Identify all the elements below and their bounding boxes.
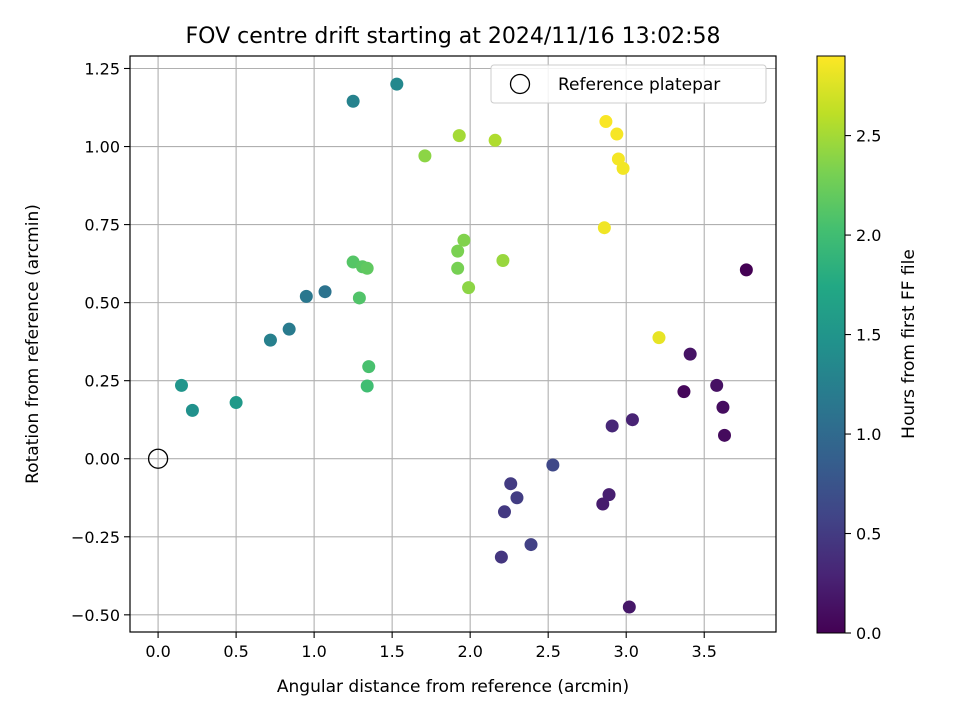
data-point: [546, 458, 560, 472]
data-point: [452, 129, 466, 143]
x-tick-label: 1.5: [379, 642, 404, 661]
data-point: [497, 505, 511, 519]
data-point: [185, 403, 199, 417]
data-point: [457, 233, 471, 247]
data-point: [718, 428, 732, 442]
colorbar-label: Hours from first FF file: [899, 249, 919, 439]
data-point: [496, 253, 510, 267]
colorbar-ticks: 0.0 0.5 1.0 1.5 2.0 2.5: [845, 127, 881, 643]
data-point: [622, 600, 636, 614]
data-point: [710, 378, 724, 392]
x-tick-label: 2.0: [457, 642, 482, 661]
data-point: [451, 244, 465, 258]
y-tick-label: 0.75: [84, 216, 120, 235]
x-tick-label: 2.5: [535, 642, 560, 661]
legend-box: [490, 64, 767, 104]
data-point: [524, 538, 538, 552]
data-point: [510, 491, 524, 505]
data-point: [360, 261, 374, 275]
data-point: [596, 497, 610, 511]
data-point: [229, 396, 243, 410]
legend-label-reference-platepar: Reference platepar: [558, 75, 720, 95]
y-tick-label: 1.00: [84, 138, 120, 157]
y-tick-label: −0.50: [71, 606, 120, 625]
colorbar-tick-label: 1.0: [856, 425, 881, 444]
colorbar: 0.0 0.5 1.0 1.5 2.0 2.5 Hours from first FF f…: [816, 55, 919, 643]
y-tick-label: −0.25: [71, 528, 120, 547]
data-points: [174, 77, 753, 614]
x-axis-ticks: 0.0 0.5 1.0 1.5 2.0 2.5 3.0 3.5: [145, 632, 717, 661]
x-tick-label: 0.0: [145, 642, 170, 661]
data-point: [683, 347, 697, 361]
grid-lines: [130, 56, 776, 632]
data-point: [174, 378, 188, 392]
y-tick-label: 0.50: [84, 294, 120, 313]
x-tick-label: 3.0: [613, 642, 638, 661]
data-point: [504, 477, 518, 491]
data-point: [299, 289, 313, 303]
chart-title: FOV centre drift starting at 2024/11/16 …: [186, 24, 721, 49]
data-point: [602, 488, 616, 502]
y-axis-ticks: −0.50 −0.25 0.00 0.25 0.50 0.75 1.00 1.25: [71, 59, 130, 625]
y-tick-label: 0.00: [84, 450, 120, 469]
reference-platepar-marker: [147, 448, 169, 469]
data-point: [625, 413, 639, 427]
colorbar-tick-label: 2.5: [856, 127, 881, 146]
x-axis-label: Angular distance from reference (arcmin): [277, 677, 629, 697]
colorbar-tick-label: 2.0: [856, 226, 881, 245]
x-tick-label: 0.5: [223, 642, 248, 661]
colorbar-gradient: [816, 55, 846, 634]
y-tick-label: 1.25: [84, 59, 120, 78]
x-tick-label: 3.5: [691, 642, 716, 661]
data-point: [716, 400, 730, 414]
data-point: [318, 285, 332, 299]
data-point: [610, 127, 624, 141]
data-point: [652, 331, 666, 345]
data-point: [451, 261, 465, 275]
data-point: [360, 379, 374, 393]
colorbar-tick-label: 0.0: [856, 624, 881, 643]
data-point: [462, 281, 476, 295]
data-point: [362, 360, 376, 374]
y-tick-label: 0.25: [84, 372, 120, 391]
plot-frame: [129, 55, 777, 633]
data-point: [599, 115, 613, 129]
data-point: [390, 77, 404, 91]
data-point: [346, 94, 360, 108]
data-point: [488, 133, 502, 147]
data-point: [616, 161, 630, 175]
data-point: [282, 322, 296, 336]
data-point: [605, 419, 619, 433]
colorbar-tick-label: 1.5: [856, 326, 881, 345]
data-point: [352, 291, 366, 305]
legend-marker-open-circle: [509, 73, 531, 95]
data-point: [597, 221, 611, 235]
x-tick-label: 1.0: [301, 642, 326, 661]
data-point: [739, 263, 753, 277]
data-point: [494, 550, 508, 564]
data-point: [418, 149, 432, 163]
colorbar-tick-label: 0.5: [856, 525, 881, 544]
legend: Reference platepar: [490, 64, 767, 104]
y-axis-label: Rotation from reference (arcmin): [23, 204, 43, 484]
data-point: [263, 333, 277, 347]
data-point: [677, 385, 691, 399]
